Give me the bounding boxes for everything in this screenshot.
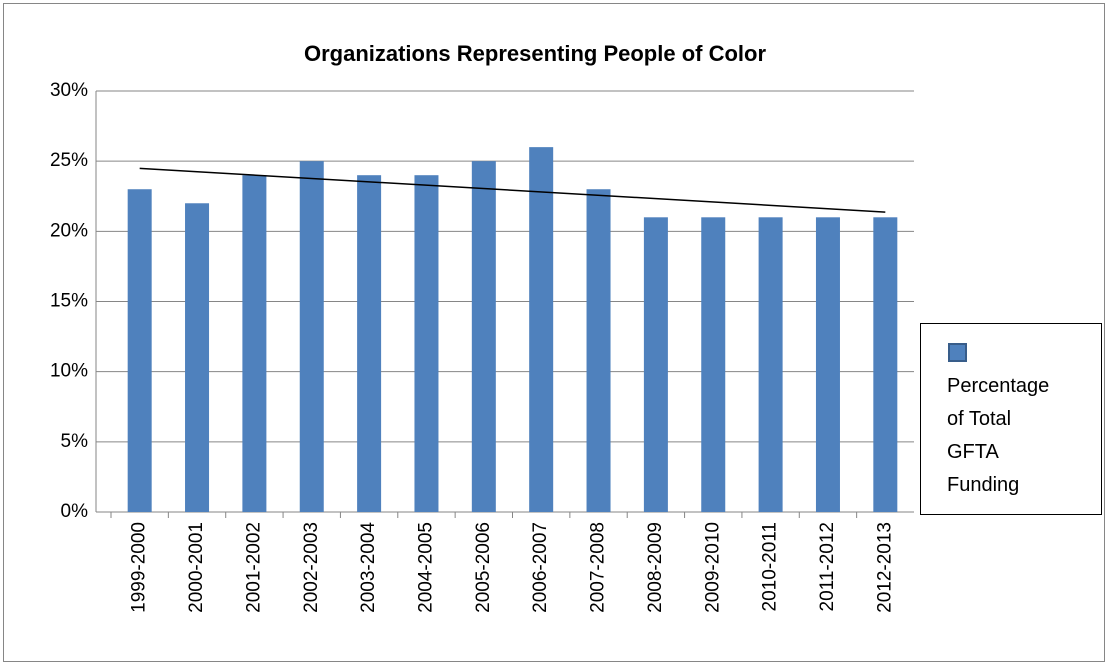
x-tick-label: 2005-2006 bbox=[473, 522, 494, 613]
y-tick-label: 30% bbox=[50, 80, 88, 101]
bar bbox=[357, 175, 382, 512]
bar bbox=[299, 161, 324, 512]
bar bbox=[643, 217, 668, 513]
legend-swatch bbox=[948, 343, 967, 362]
bar bbox=[185, 203, 210, 512]
bar bbox=[127, 189, 152, 512]
y-tick-label: 5% bbox=[61, 431, 89, 452]
bar bbox=[873, 217, 898, 513]
bar bbox=[471, 161, 496, 512]
x-tick-label: 2012-2013 bbox=[874, 522, 895, 613]
y-tick-label: 0% bbox=[61, 501, 89, 522]
legend-label: Percentage of Total GFTA Funding bbox=[947, 375, 1050, 496]
bar bbox=[529, 147, 554, 512]
x-tick-label: 2007-2008 bbox=[588, 522, 609, 613]
bar bbox=[242, 175, 267, 512]
x-tick-label: 2003-2004 bbox=[358, 522, 379, 613]
x-tick-label: 2004-2005 bbox=[415, 522, 436, 613]
y-tick-label: 15% bbox=[50, 291, 88, 312]
x-tick-label: 2006-2007 bbox=[530, 522, 551, 613]
legend: Percentage of Total GFTA Funding bbox=[920, 323, 1102, 515]
x-tick-label: 1999-2000 bbox=[129, 522, 150, 613]
y-tick-label: 25% bbox=[50, 150, 88, 171]
bar bbox=[701, 217, 726, 513]
x-tick-label: 2011-2012 bbox=[817, 522, 838, 611]
bar bbox=[414, 175, 439, 512]
chart-title: Organizations Representing People of Col… bbox=[304, 41, 766, 66]
bar bbox=[815, 217, 840, 513]
x-tick-label: 2002-2003 bbox=[301, 522, 322, 613]
x-tick-label: 2001-2002 bbox=[243, 522, 264, 613]
x-tick-label: 2008-2009 bbox=[645, 522, 666, 613]
bar bbox=[758, 217, 783, 513]
y-tick-label: 10% bbox=[50, 361, 88, 382]
y-tick-label: 20% bbox=[50, 220, 88, 241]
trendline bbox=[139, 167, 886, 213]
x-tick-label: 2009-2010 bbox=[702, 522, 723, 613]
bar bbox=[586, 189, 611, 512]
x-tick-label: 2000-2001 bbox=[186, 522, 207, 613]
x-tick-label: 2010-2011 bbox=[760, 522, 781, 611]
